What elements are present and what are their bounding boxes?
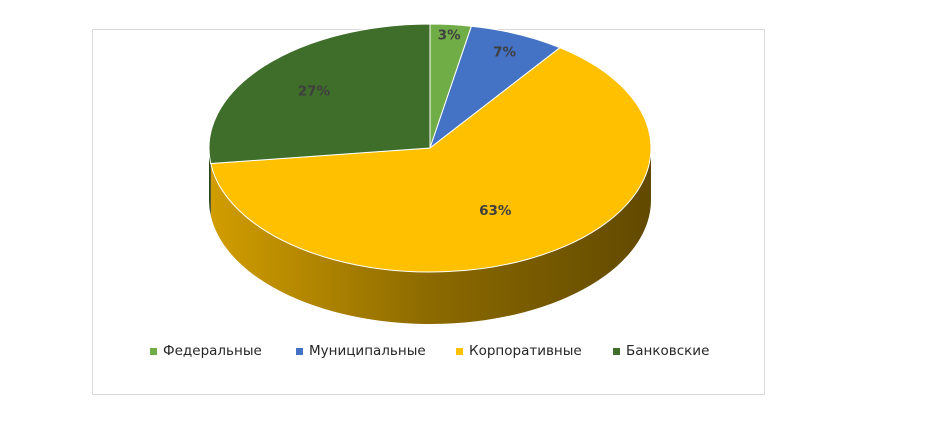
pie-slice-3 xyxy=(208,23,431,165)
legend-item-federal: Федеральные xyxy=(150,343,262,359)
legend-swatch-federal xyxy=(150,347,157,355)
legend-label-municipal: Муниципальные xyxy=(309,343,426,359)
legend-label-federal: Федеральные xyxy=(163,343,262,359)
data-label-3: 27% xyxy=(298,84,331,100)
legend-swatch-bank xyxy=(613,347,620,355)
pie-side-2 xyxy=(210,148,651,325)
legend-swatch-corporate xyxy=(456,347,463,355)
legend-item-corporate: Корпоративные xyxy=(456,343,582,359)
legend: Федеральные Муниципальные Корпоративные … xyxy=(150,343,730,361)
legend-label-bank: Банковские xyxy=(626,343,710,359)
data-label-2: 63% xyxy=(479,203,512,219)
legend-swatch-municipal xyxy=(296,347,303,355)
data-label-1: 7% xyxy=(493,44,516,60)
legend-item-bank: Банковские xyxy=(613,343,709,359)
data-label-0: 3% xyxy=(438,27,461,43)
legend-item-municipal: Муниципальные xyxy=(296,343,426,359)
pie-side-3 xyxy=(209,148,211,216)
legend-label-corporate: Корпоративные xyxy=(469,343,582,359)
pie-slice-2 xyxy=(210,47,652,273)
